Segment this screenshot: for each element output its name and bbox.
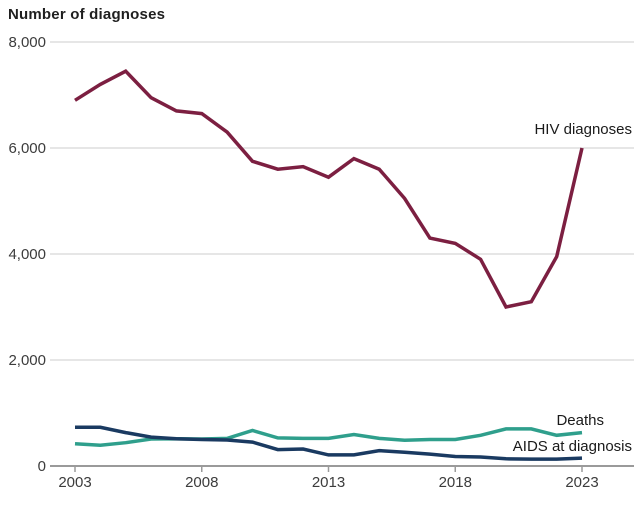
chart-title: Number of diagnoses <box>8 6 166 23</box>
x-axis-tick-label: 2013 <box>312 474 345 491</box>
series-line-aids-at-diagnosis <box>75 425 583 461</box>
series-label-deaths: Deaths <box>556 412 604 429</box>
series-label-hiv-diagnoses: HIV diagnoses <box>534 121 632 138</box>
series-line-hiv-diagnoses <box>74 69 584 309</box>
x-axis-tick-label: 2008 <box>185 474 218 491</box>
y-axis-tick-label: 4,000 <box>8 246 46 263</box>
y-axis-tick-label: 0 <box>38 458 46 475</box>
y-axis-tick-label: 8,000 <box>8 34 46 51</box>
series-label-aids-at-diagnosis: AIDS at diagnosis <box>512 438 632 455</box>
y-axis-tick-label: 6,000 <box>8 140 46 157</box>
x-axis-tick-label: 2018 <box>439 474 472 491</box>
y-axis-tick-label: 2,000 <box>8 352 46 369</box>
x-axis-tick-label: 2023 <box>565 474 598 491</box>
x-axis-tick-label: 2003 <box>58 474 91 491</box>
